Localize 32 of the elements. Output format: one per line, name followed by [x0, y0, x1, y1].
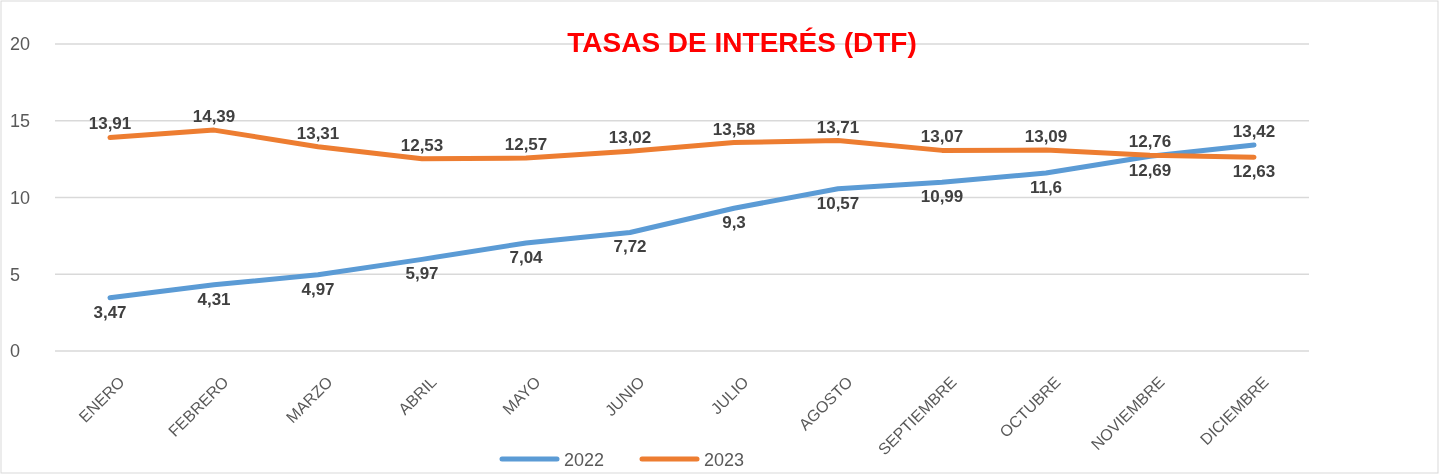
data-label: 13,58 — [712, 119, 756, 139]
data-label: 12,57 — [504, 135, 548, 155]
data-label: 5,97 — [405, 264, 439, 284]
data-label: 13,31 — [296, 123, 340, 143]
data-label: 4,97 — [301, 279, 335, 299]
data-label: 14,39 — [192, 107, 236, 127]
data-label: 9,3 — [722, 213, 746, 233]
data-label: 4,31 — [197, 289, 231, 309]
data-label: 7,04 — [509, 247, 544, 267]
data-label: 12,63 — [1232, 162, 1276, 182]
data-label: 13,91 — [88, 114, 132, 134]
data-label: 12,69 — [1128, 161, 1172, 181]
chart-title: TASAS DE INTERÉS (DTF) — [567, 27, 917, 58]
data-label: 13,42 — [1232, 122, 1276, 141]
data-label: 12,76 — [1128, 132, 1172, 152]
legend-label: 2023 — [704, 450, 745, 470]
data-label: 7,72 — [613, 237, 647, 257]
data-label: 10,57 — [816, 193, 860, 213]
y-tick-label: 10 — [10, 187, 31, 208]
data-label: 11,6 — [1029, 177, 1063, 197]
data-label: 3,47 — [93, 302, 127, 322]
data-label: 13,07 — [920, 127, 964, 147]
legend-label: 2022 — [564, 450, 605, 470]
data-label: 12,53 — [400, 135, 444, 155]
y-tick-label: 0 — [10, 341, 21, 362]
y-tick-label: 20 — [10, 34, 31, 55]
data-label: 10,99 — [920, 187, 964, 207]
data-label: 13,02 — [608, 128, 652, 148]
y-tick-label: 15 — [10, 111, 31, 132]
data-label: 13,09 — [1024, 127, 1068, 147]
y-tick-label: 5 — [10, 264, 21, 285]
data-label: 13,71 — [816, 117, 860, 137]
